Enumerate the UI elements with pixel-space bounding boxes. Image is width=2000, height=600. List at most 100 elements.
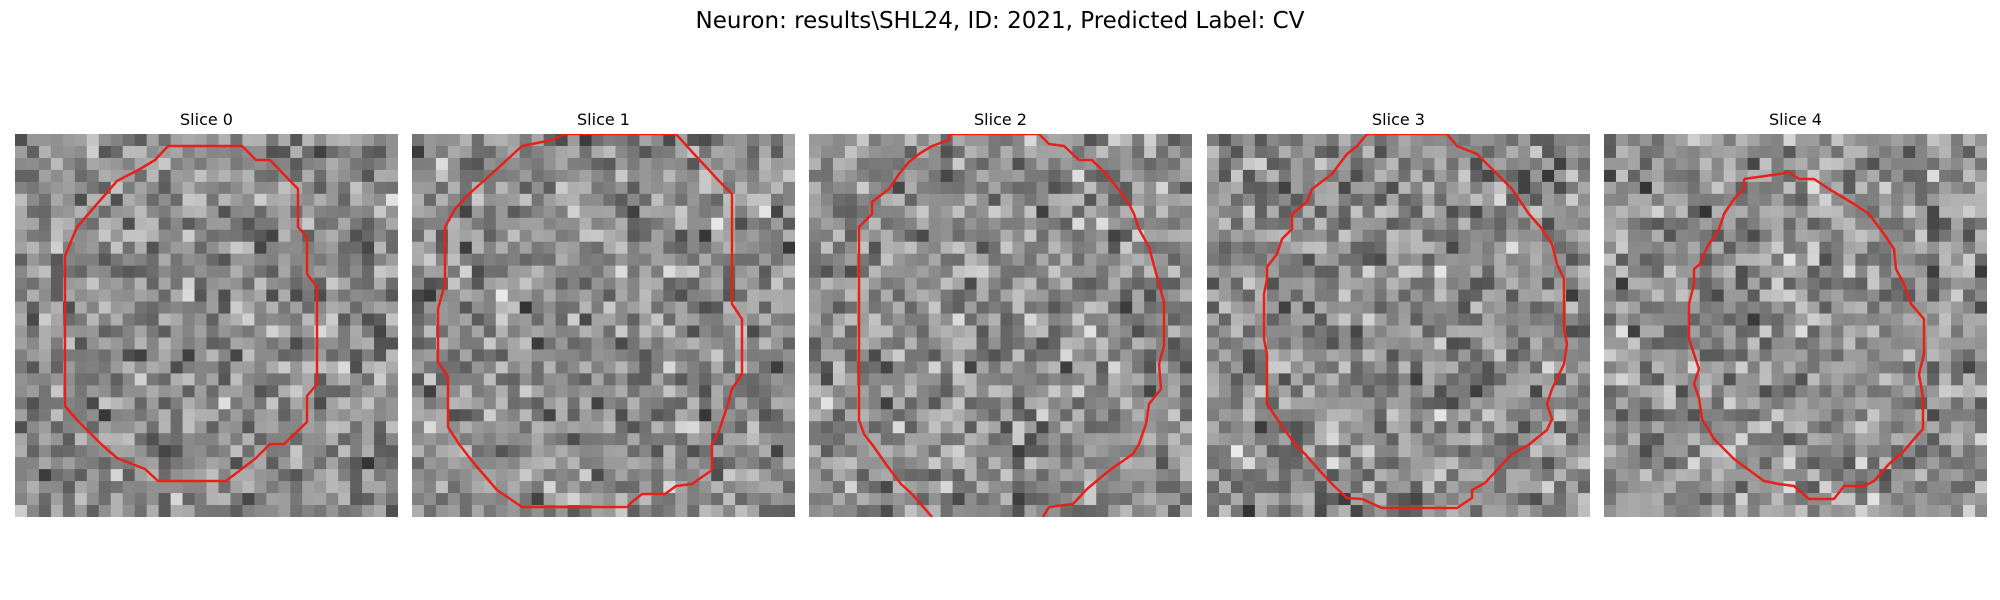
pixel bbox=[495, 385, 509, 398]
pixel bbox=[170, 433, 184, 446]
pixel bbox=[62, 217, 76, 231]
pixel bbox=[1723, 301, 1737, 315]
pixel bbox=[1723, 421, 1737, 434]
pixel bbox=[1542, 457, 1555, 470]
pixel bbox=[218, 445, 232, 458]
pixel bbox=[809, 313, 822, 327]
pixel bbox=[146, 313, 160, 327]
pixel bbox=[1458, 229, 1471, 243]
pixel bbox=[374, 181, 387, 195]
pixel bbox=[110, 337, 124, 351]
pixel bbox=[38, 493, 52, 506]
pixel bbox=[1410, 205, 1424, 219]
pixel bbox=[1326, 325, 1340, 339]
pixel bbox=[1096, 481, 1109, 494]
pixel bbox=[1530, 134, 1543, 147]
pixel bbox=[1819, 433, 1833, 446]
pixel bbox=[1735, 229, 1749, 243]
pixel bbox=[242, 397, 255, 410]
pixel bbox=[1795, 193, 1809, 207]
pixel bbox=[687, 457, 700, 470]
pixel bbox=[711, 289, 724, 303]
pixel bbox=[1530, 397, 1543, 410]
pixel bbox=[471, 493, 485, 506]
pixel bbox=[1072, 169, 1085, 183]
pixel bbox=[735, 134, 748, 147]
pixel bbox=[1615, 169, 1629, 183]
pixel bbox=[386, 229, 398, 243]
pixel bbox=[1410, 277, 1424, 291]
pixel bbox=[15, 313, 28, 327]
pixel bbox=[290, 265, 303, 279]
pixel bbox=[1350, 445, 1364, 458]
pixel bbox=[543, 385, 557, 398]
pixel bbox=[1290, 373, 1304, 386]
pixel bbox=[1627, 385, 1641, 398]
pixel bbox=[1144, 349, 1157, 363]
pixel bbox=[603, 217, 617, 231]
pixel bbox=[1434, 469, 1447, 482]
pixel bbox=[1036, 313, 1049, 327]
pixel bbox=[579, 421, 593, 434]
pixel bbox=[314, 481, 327, 494]
slice-panel-1: Slice 1 bbox=[412, 109, 795, 517]
pixel bbox=[290, 277, 303, 291]
pixel bbox=[338, 409, 351, 422]
pixel bbox=[868, 145, 882, 159]
pixel bbox=[350, 469, 363, 482]
pixel bbox=[1494, 505, 1507, 517]
pixel bbox=[278, 253, 291, 267]
pixel bbox=[218, 157, 232, 171]
pixel bbox=[278, 217, 291, 231]
pixel bbox=[1867, 361, 1880, 374]
pixel bbox=[194, 157, 208, 171]
pixel bbox=[1024, 145, 1038, 159]
pixel bbox=[1302, 493, 1316, 506]
pixel bbox=[904, 349, 918, 363]
pixel bbox=[735, 205, 748, 219]
pixel bbox=[1072, 361, 1085, 374]
pixel bbox=[1024, 229, 1038, 243]
pixel bbox=[964, 277, 978, 291]
pixel bbox=[290, 253, 303, 267]
pixel bbox=[423, 145, 437, 159]
pixel bbox=[747, 481, 760, 494]
pixel bbox=[435, 505, 449, 517]
pixel bbox=[471, 181, 485, 195]
pixel bbox=[880, 349, 894, 363]
pixel bbox=[1506, 349, 1519, 363]
pixel bbox=[110, 145, 124, 159]
pixel bbox=[1518, 145, 1531, 159]
pixel bbox=[471, 385, 485, 398]
pixel bbox=[266, 193, 279, 207]
pixel bbox=[1446, 205, 1459, 219]
pixel bbox=[495, 313, 509, 327]
pixel bbox=[412, 217, 425, 231]
pixel bbox=[1266, 265, 1280, 279]
pixel bbox=[1747, 253, 1761, 267]
pixel bbox=[1266, 301, 1280, 315]
pixel bbox=[519, 385, 533, 398]
pixel bbox=[1458, 134, 1471, 147]
pixel bbox=[904, 265, 918, 279]
pixel bbox=[1108, 217, 1121, 231]
pixel bbox=[435, 157, 449, 171]
pixel bbox=[964, 253, 978, 267]
pixel bbox=[1627, 361, 1641, 374]
pixel bbox=[1000, 433, 1014, 446]
pixel bbox=[531, 205, 545, 219]
pixel bbox=[1542, 505, 1555, 517]
pixel bbox=[555, 205, 569, 219]
pixel bbox=[1783, 313, 1797, 327]
pixel bbox=[1975, 373, 1987, 386]
pixel bbox=[832, 145, 846, 159]
pixel bbox=[146, 505, 160, 517]
pixel bbox=[206, 193, 220, 207]
pixel bbox=[170, 361, 184, 374]
pixel bbox=[1855, 277, 1868, 291]
pixel bbox=[182, 169, 196, 183]
pixel bbox=[603, 241, 617, 255]
pixel bbox=[988, 493, 1002, 506]
pixel bbox=[459, 409, 473, 422]
pixel bbox=[1036, 157, 1049, 171]
